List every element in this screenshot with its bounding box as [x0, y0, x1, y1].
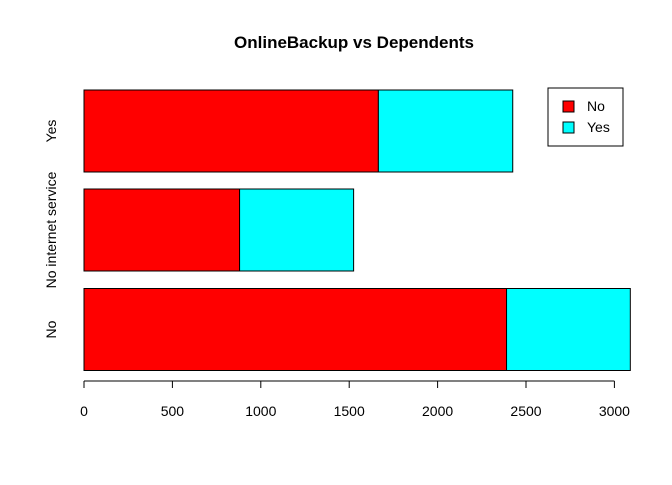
legend-box — [547, 87, 624, 147]
bars-layer — [83, 89, 631, 371]
y-axis-labels: No No internet service Yes — [43, 120, 59, 339]
x-tick-label-2500: 2500 — [510, 403, 541, 419]
bar-no-no — [83, 288, 508, 371]
legend-label-yes: Yes — [587, 119, 610, 135]
bar-yes-yes — [377, 89, 514, 173]
x-tick-label-1500: 1500 — [334, 403, 365, 419]
legend-swatch-no — [562, 100, 575, 113]
bar-no-internet-service-no — [83, 188, 241, 272]
legend-swatch-yes — [562, 121, 575, 134]
x-tick-label-0: 0 — [80, 403, 88, 419]
legend-label-no: No — [587, 98, 605, 114]
chart-title: OnlineBackup vs Dependents — [234, 33, 474, 52]
x-tick-label-2000: 2000 — [422, 403, 453, 419]
x-axis: 0 500 1000 1500 2000 2500 3000 — [80, 380, 630, 419]
bar-yes-no — [83, 89, 379, 173]
bar-no-yes — [506, 288, 631, 371]
x-tick-label-1000: 1000 — [245, 403, 276, 419]
y-tick-label-no-internet-service: No internet service — [43, 171, 59, 288]
y-tick-label-no: No — [43, 320, 59, 338]
x-tick-label-3000: 3000 — [599, 403, 630, 419]
x-tick-label-500: 500 — [161, 403, 185, 419]
bar-no-internet-service-yes — [239, 188, 355, 272]
legend: No Yes — [547, 87, 624, 147]
y-tick-label-yes: Yes — [43, 120, 59, 143]
